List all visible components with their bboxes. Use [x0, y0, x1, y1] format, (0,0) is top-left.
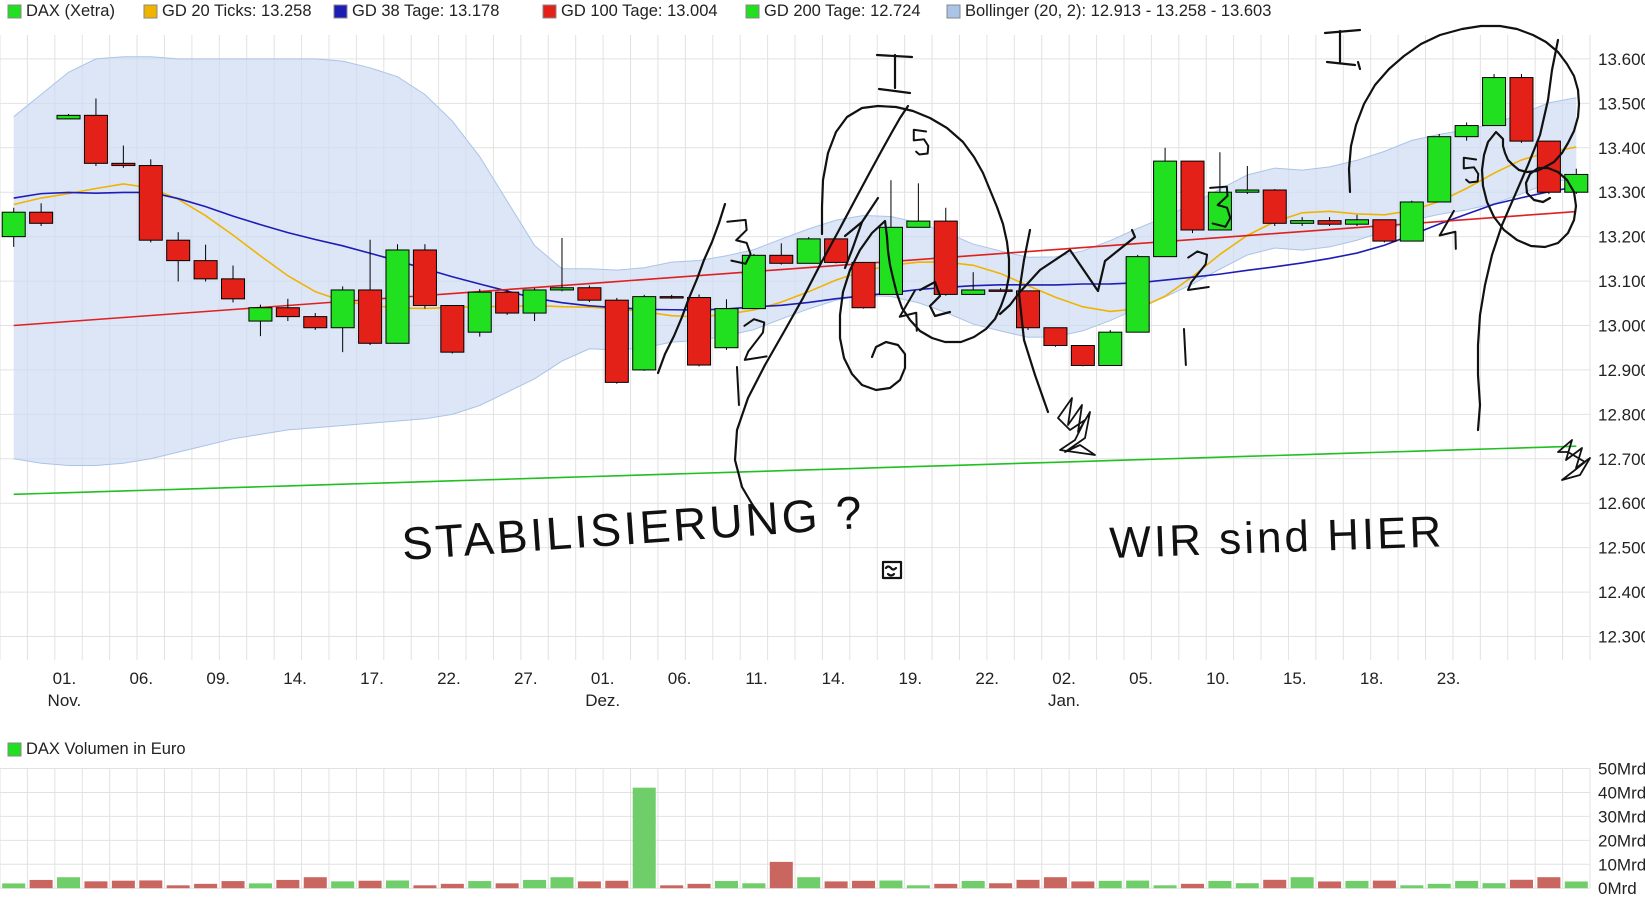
- svg-text:13.200: 13.200: [1598, 228, 1645, 247]
- svg-text:Dez.: Dez.: [585, 691, 620, 710]
- svg-text:22.: 22.: [975, 669, 999, 688]
- svg-text:30Mrd: 30Mrd: [1598, 807, 1645, 826]
- svg-text:DAX (Xetra): DAX (Xetra): [26, 2, 115, 20]
- svg-text:11.: 11.: [745, 669, 767, 688]
- svg-text:13.100: 13.100: [1598, 272, 1645, 291]
- svg-text:13.600: 13.600: [1598, 50, 1645, 69]
- svg-text:GD 100 Tage: 13.004: GD 100 Tage: 13.004: [561, 2, 718, 20]
- svg-text:06.: 06.: [129, 669, 153, 688]
- svg-text:0Mrd: 0Mrd: [1598, 879, 1637, 898]
- svg-text:10.: 10.: [1206, 669, 1230, 688]
- svg-text:GD 200 Tage: 12.724: GD 200 Tage: 12.724: [764, 2, 921, 20]
- svg-text:13.400: 13.400: [1598, 139, 1645, 158]
- svg-text:Nov.: Nov.: [48, 691, 82, 710]
- svg-text:12.400: 12.400: [1598, 583, 1645, 602]
- svg-text:22.: 22.: [437, 669, 461, 688]
- svg-text:09.: 09.: [206, 669, 230, 688]
- svg-text:02.: 02.: [1052, 669, 1076, 688]
- svg-text:13.500: 13.500: [1598, 94, 1645, 113]
- svg-text:DAX Volumen in Euro: DAX Volumen in Euro: [26, 740, 186, 758]
- svg-text:GD 20 Ticks: 13.258: GD 20 Ticks: 13.258: [162, 2, 312, 20]
- svg-text:13.000: 13.000: [1598, 317, 1645, 336]
- svg-text:12.800: 12.800: [1598, 405, 1645, 424]
- svg-text:18.: 18.: [1360, 669, 1384, 688]
- svg-text:17.: 17.: [360, 669, 384, 688]
- svg-text:Bollinger (20, 2): 12.913 - 13: Bollinger (20, 2): 12.913 - 13.258 - 13.…: [965, 2, 1271, 20]
- svg-text:12.600: 12.600: [1598, 494, 1645, 513]
- svg-text:12.700: 12.700: [1598, 450, 1645, 469]
- svg-text:40Mrd: 40Mrd: [1598, 783, 1645, 802]
- svg-text:12.300: 12.300: [1598, 628, 1645, 647]
- svg-text:13.300: 13.300: [1598, 183, 1645, 202]
- svg-text:05.: 05.: [1129, 669, 1153, 688]
- svg-text:20Mrd: 20Mrd: [1598, 831, 1645, 850]
- svg-text:01.: 01.: [53, 669, 77, 688]
- svg-text:19.: 19.: [898, 669, 922, 688]
- svg-text:12.500: 12.500: [1598, 539, 1645, 558]
- svg-text:10Mrd: 10Mrd: [1598, 855, 1645, 874]
- svg-text:15.: 15.: [1283, 669, 1307, 688]
- svg-text:14.: 14.: [822, 669, 846, 688]
- svg-text:50Mrd: 50Mrd: [1598, 760, 1645, 779]
- svg-text:06.: 06.: [668, 669, 692, 688]
- svg-text:14.: 14.: [283, 669, 307, 688]
- svg-text:23.: 23.: [1437, 669, 1461, 688]
- svg-text:27.: 27.: [514, 669, 538, 688]
- svg-text:GD 38 Tage: 13.178: GD 38 Tage: 13.178: [352, 2, 499, 20]
- svg-text:Jan.: Jan.: [1048, 691, 1080, 710]
- svg-text:12.900: 12.900: [1598, 361, 1645, 380]
- svg-text:01.: 01.: [591, 669, 615, 688]
